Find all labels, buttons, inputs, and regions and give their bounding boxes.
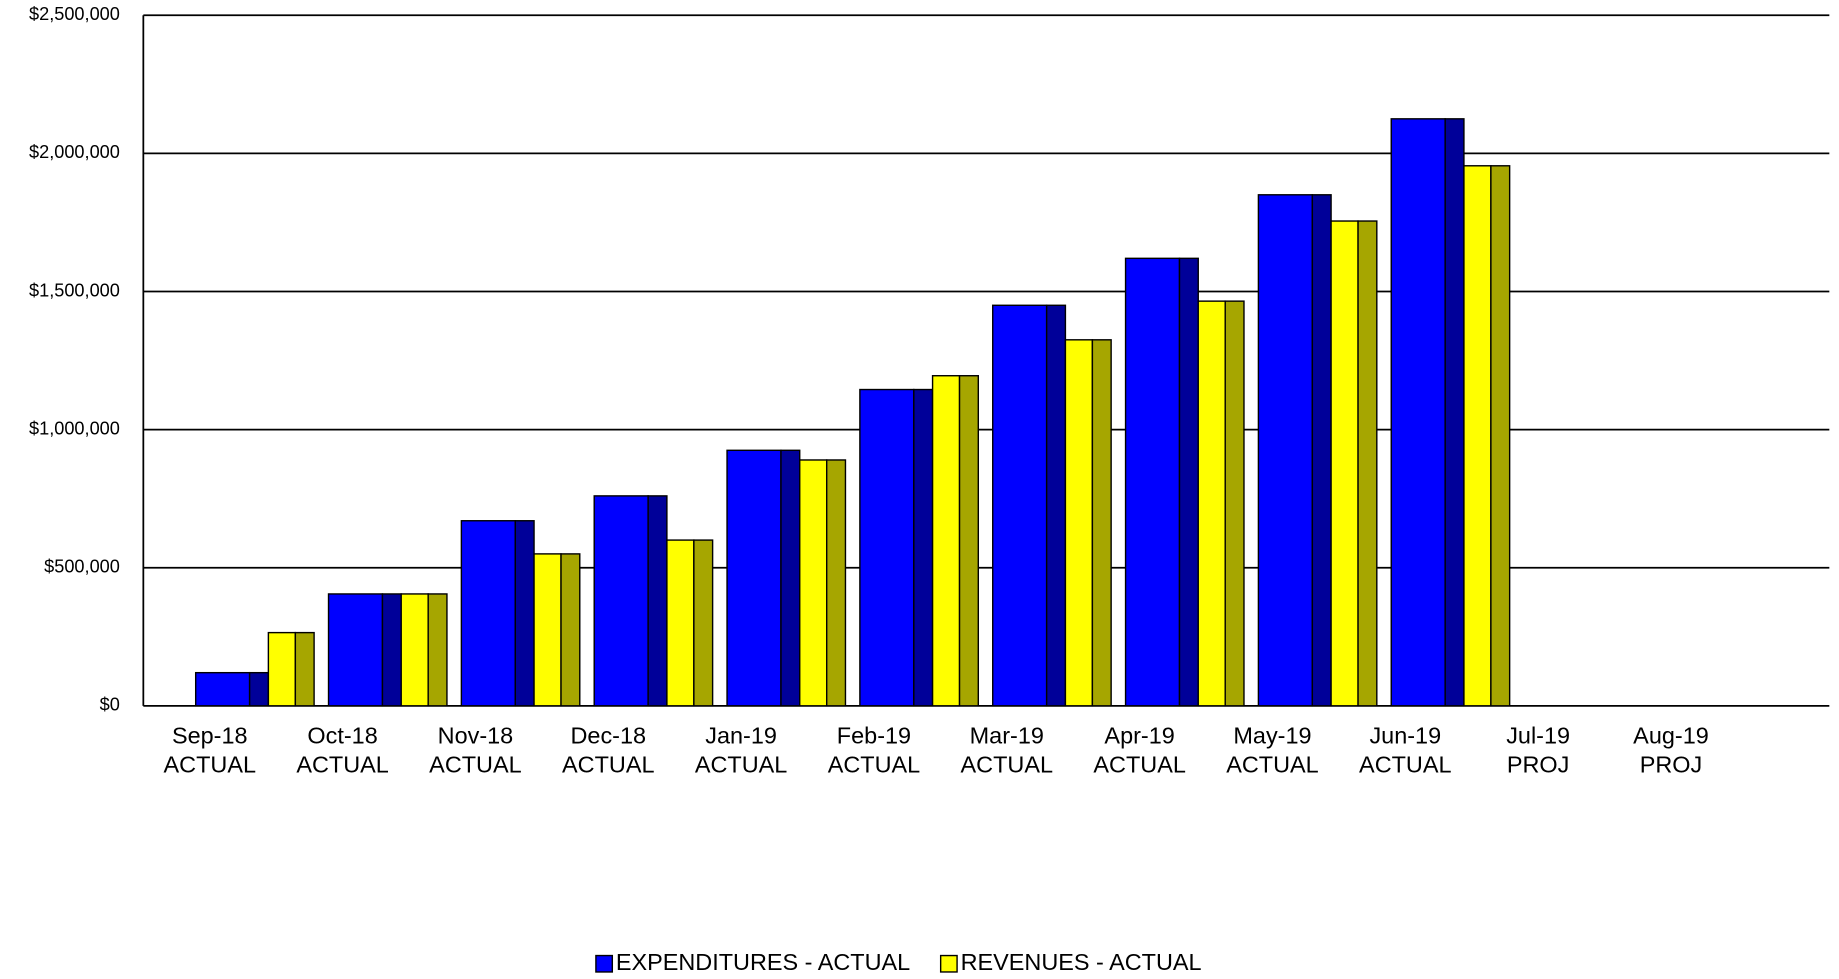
y-tick-label: $2,500,000 bbox=[29, 4, 120, 24]
y-tick-label: $0 bbox=[100, 695, 120, 715]
bar bbox=[194, 671, 270, 707]
x-tick-label: ACTUAL bbox=[828, 752, 920, 778]
bar-side bbox=[780, 449, 801, 707]
legend-label: REVENUES - ACTUAL bbox=[961, 949, 1202, 975]
x-tick-label: ACTUAL bbox=[1359, 752, 1451, 778]
x-tick-label: ACTUAL bbox=[961, 752, 1053, 778]
x-tick-label: Aug-19 bbox=[1633, 722, 1709, 748]
bar-side bbox=[294, 631, 315, 707]
bar-front bbox=[726, 449, 782, 707]
bar bbox=[400, 593, 448, 707]
bar-side bbox=[1311, 194, 1332, 707]
bar-front bbox=[859, 388, 915, 707]
x-tick-label: ACTUAL bbox=[1093, 752, 1185, 778]
y-tick-label: $1,000,000 bbox=[29, 418, 120, 438]
bar-front bbox=[1463, 165, 1492, 707]
x-tick-label: ACTUAL bbox=[562, 752, 654, 778]
bar bbox=[1390, 118, 1465, 707]
bar-front bbox=[327, 593, 384, 707]
bar-side bbox=[825, 459, 847, 707]
bar bbox=[327, 593, 402, 707]
bar-side bbox=[427, 593, 448, 707]
bar-front bbox=[1064, 339, 1094, 707]
bar bbox=[1197, 300, 1245, 707]
bar-front bbox=[931, 375, 961, 707]
bar-side bbox=[1490, 165, 1511, 707]
bar-front bbox=[799, 459, 828, 707]
bar-side bbox=[1091, 339, 1112, 707]
bar bbox=[460, 520, 535, 707]
x-tick-label: Apr-19 bbox=[1104, 722, 1174, 748]
x-tick-label: ACTUAL bbox=[695, 752, 787, 778]
x-tick-label: Mar-19 bbox=[970, 722, 1044, 748]
bar-front bbox=[1390, 118, 1446, 707]
x-tick-label: ACTUAL bbox=[164, 752, 256, 778]
bar-front bbox=[400, 593, 429, 707]
bar-side bbox=[381, 593, 402, 707]
bar bbox=[1064, 339, 1112, 707]
bar bbox=[931, 375, 980, 707]
bar bbox=[533, 553, 581, 707]
bar bbox=[593, 495, 668, 707]
bar-side bbox=[1178, 257, 1199, 707]
bar-front bbox=[1330, 220, 1359, 707]
bar-front bbox=[1124, 257, 1181, 707]
bar-side bbox=[1357, 220, 1378, 707]
bar bbox=[1330, 220, 1378, 707]
bar-front bbox=[460, 520, 516, 707]
bar-side bbox=[560, 553, 581, 707]
bar bbox=[992, 304, 1067, 707]
bar-front bbox=[533, 553, 562, 707]
bar-front bbox=[1197, 300, 1226, 707]
bar-side bbox=[1045, 304, 1067, 707]
x-tick-label: Oct-18 bbox=[307, 722, 377, 748]
x-tick-label: PROJ bbox=[1640, 752, 1703, 778]
bar-side bbox=[647, 495, 668, 707]
bar-side bbox=[913, 388, 934, 707]
y-tick-label: $500,000 bbox=[44, 556, 120, 576]
bar bbox=[666, 539, 714, 707]
bar-side bbox=[958, 375, 980, 707]
x-tick-label: Dec-18 bbox=[570, 722, 646, 748]
x-tick-label: PROJ bbox=[1507, 752, 1570, 778]
bar-side bbox=[1444, 118, 1465, 707]
x-tick-label: Jul-19 bbox=[1506, 722, 1570, 748]
legend-swatch bbox=[939, 954, 958, 973]
bar bbox=[859, 388, 934, 707]
bar-front bbox=[992, 304, 1048, 707]
bar bbox=[1463, 165, 1511, 707]
bar-side bbox=[248, 671, 270, 707]
bar-side bbox=[693, 539, 714, 707]
x-tick-label: May-19 bbox=[1233, 722, 1311, 748]
x-tick-label: Sep-18 bbox=[172, 722, 248, 748]
x-tick-label: Nov-18 bbox=[438, 722, 514, 748]
bar-front bbox=[1257, 194, 1314, 707]
x-tick-label: Jun-19 bbox=[1369, 722, 1441, 748]
bar-front bbox=[194, 671, 251, 707]
bar bbox=[799, 459, 847, 707]
x-tick-label: Feb-19 bbox=[837, 722, 911, 748]
y-tick-label: $1,500,000 bbox=[29, 280, 120, 300]
bar-front bbox=[666, 539, 695, 707]
bar-side bbox=[514, 520, 535, 707]
legend-label: EXPENDITURES - ACTUAL bbox=[616, 949, 910, 975]
y-tick-label: $2,000,000 bbox=[29, 142, 120, 162]
bar-front bbox=[593, 495, 649, 707]
x-tick-label: Jan-19 bbox=[705, 722, 777, 748]
bar bbox=[267, 631, 315, 707]
bar-front bbox=[267, 631, 297, 707]
x-tick-label: ACTUAL bbox=[1226, 752, 1318, 778]
bar bbox=[1124, 257, 1199, 707]
bar bbox=[1257, 194, 1332, 707]
legend-swatch bbox=[595, 954, 614, 973]
bar bbox=[726, 449, 801, 707]
bar-side bbox=[1224, 300, 1245, 707]
x-tick-label: ACTUAL bbox=[429, 752, 521, 778]
x-tick-label: ACTUAL bbox=[296, 752, 388, 778]
